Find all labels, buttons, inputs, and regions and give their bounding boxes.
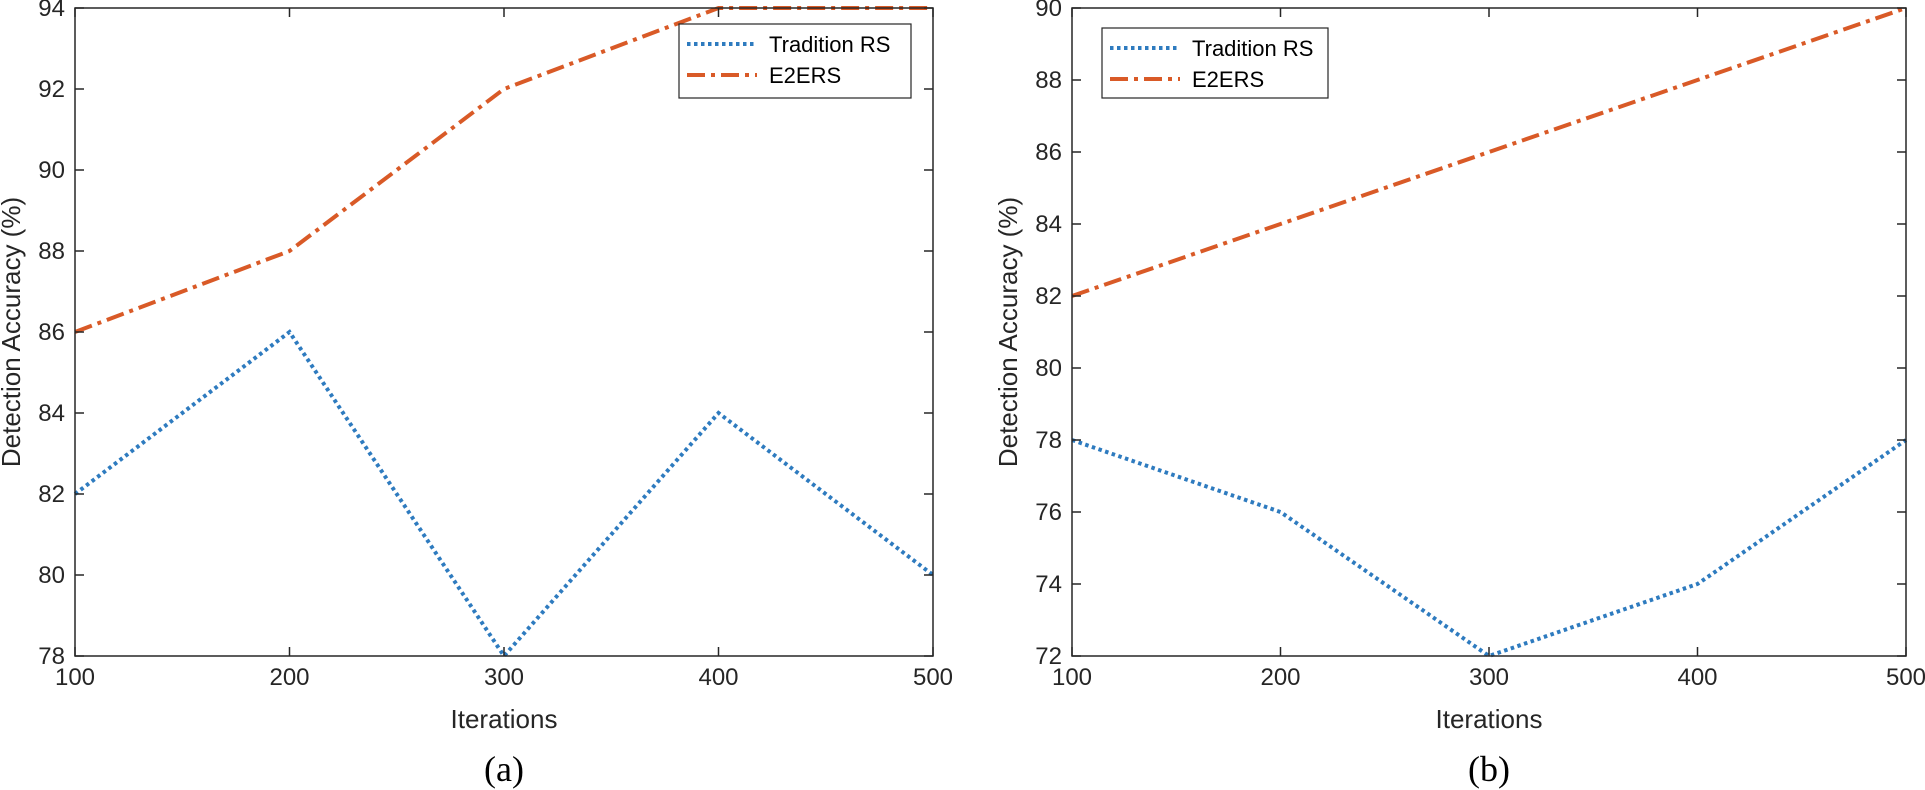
x-tick-label-b-2: 200 — [1260, 664, 1300, 691]
panel-caption-a: (a) — [484, 749, 524, 789]
y-tick-label-a-6: 88 — [38, 238, 65, 265]
y-tick-label-a-9: 94 — [38, 0, 65, 22]
chart-panel-b: 100 200 300 400 500 72 74 76 78 80 82 84 86 88 90 Iter… — [993, 0, 1925, 789]
y-tick-label-b-10: 90 — [1035, 0, 1062, 22]
x-tick-label-a-1: 100 — [55, 664, 95, 691]
x-tick-label-a-5: 500 — [913, 664, 953, 691]
y-tick-label-a-3: 82 — [38, 481, 65, 508]
y-tick-label-a-1: 78 — [38, 643, 65, 670]
legend-box-a — [678, 23, 912, 99]
x-tick-label-b-4: 400 — [1677, 664, 1717, 691]
y-tick-label-b-8: 86 — [1035, 139, 1062, 166]
legend-a: Tradition RS E2ERS — [678, 23, 912, 99]
y-tick-label-a-4: 84 — [38, 400, 65, 427]
y-tick-label-b-3: 76 — [1035, 499, 1062, 526]
ticks-group-b: 100 200 300 400 500 72 74 76 78 80 82 84 86 88 90 — [1035, 0, 1925, 691]
x-axis-label-a: Iterations — [451, 704, 558, 734]
x-tick-label-b-5: 500 — [1886, 664, 1925, 691]
x-tick-label-a-2: 200 — [269, 664, 309, 691]
x-tick-label-a-3: 300 — [484, 664, 524, 691]
y-tick-label-b-9: 88 — [1035, 67, 1062, 94]
legend-label-b-1: Tradition RS — [1192, 36, 1313, 61]
series-group-b — [1071, 6, 1908, 659]
x-tick-label-b-3: 300 — [1469, 664, 1509, 691]
y-tick-label-a-5: 86 — [38, 319, 65, 346]
series-line-b-1 — [1071, 438, 1908, 659]
x-tick-label-a-4: 400 — [698, 664, 738, 691]
panel-caption-b: (b) — [1468, 749, 1510, 789]
plot-area-a — [75, 8, 933, 656]
y-tick-label-b-1: 72 — [1035, 643, 1062, 670]
series-line-a-1 — [73, 329, 935, 660]
chart-panel-a: 100 200 300 400 500 78 80 82 84 86 88 90 92 94 Iterat… — [0, 0, 953, 789]
x-tick-label-b-1: 100 — [1052, 664, 1092, 691]
y-tick-label-a-8: 92 — [38, 76, 65, 103]
y-tick-label-b-2: 74 — [1035, 571, 1062, 598]
y-tick-label-a-2: 80 — [38, 562, 65, 589]
y-axis-label-b: Detection Accuracy (%) — [993, 197, 1023, 467]
y-tick-label-b-7: 84 — [1035, 211, 1062, 238]
y-tick-label-b-4: 78 — [1035, 427, 1062, 454]
legend-box-b — [1101, 27, 1329, 99]
y-axis-label-a: Detection Accuracy (%) — [0, 197, 26, 467]
legend-label-a-2: E2ERS — [769, 63, 841, 88]
legend-label-b-2: E2ERS — [1192, 67, 1264, 92]
legend-label-a-1: Tradition RS — [769, 32, 890, 57]
ticks-group-a: 100 200 300 400 500 78 80 82 84 86 88 90 92 94 — [38, 0, 953, 691]
x-axis-label-b: Iterations — [1436, 704, 1543, 734]
series-line-b-2 — [1071, 6, 1907, 298]
y-tick-label-b-5: 80 — [1035, 355, 1062, 382]
legend-b: Tradition RS E2ERS — [1101, 27, 1329, 99]
y-tick-label-a-7: 90 — [38, 157, 65, 184]
y-tick-label-b-6: 82 — [1035, 283, 1062, 310]
plot-area-b — [1072, 8, 1906, 656]
